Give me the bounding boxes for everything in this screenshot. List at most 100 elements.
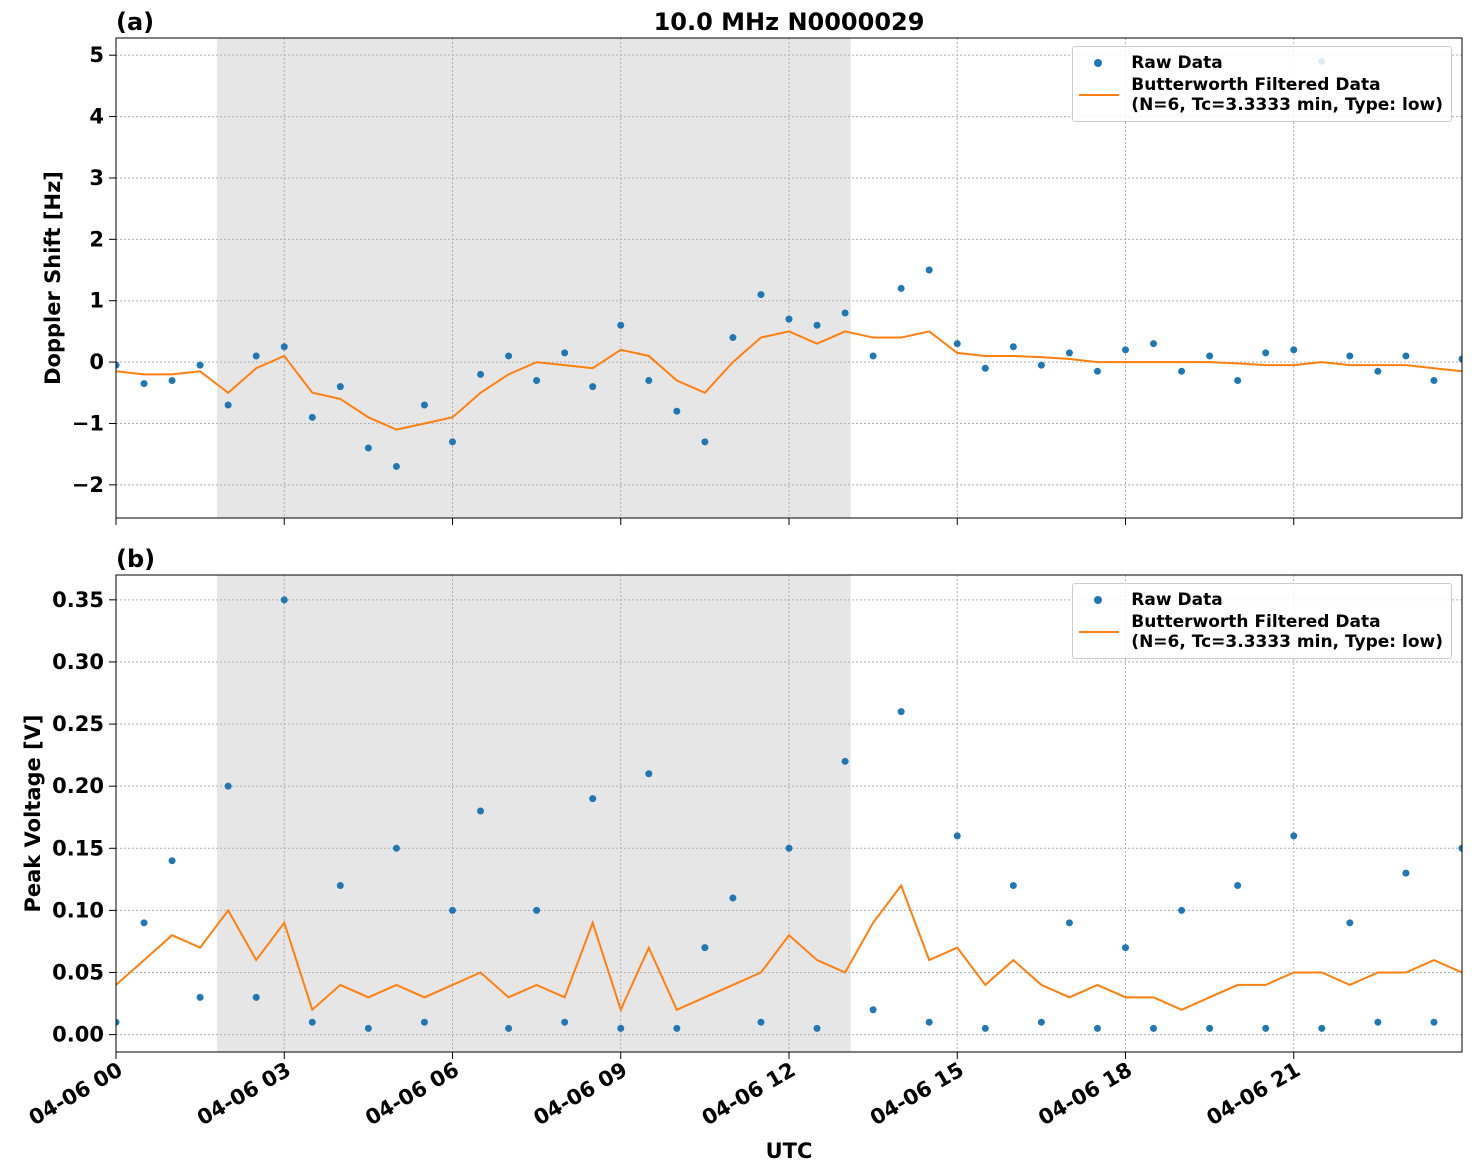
y-axis-label: Peak Voltage [V] (21, 714, 45, 912)
raw-point (841, 757, 849, 765)
x-tick-label: 04-06 06 (361, 1058, 463, 1131)
legend-label: Raw Data (1131, 53, 1223, 73)
raw-point (364, 444, 372, 452)
raw-point (1458, 844, 1462, 852)
panel-label: (a) (116, 8, 154, 36)
raw-point (1290, 346, 1298, 354)
raw-point (168, 857, 176, 865)
plot-frame (115, 37, 1463, 519)
legend-label: Butterworth Filtered Data (N=6, Tc=3.333… (1131, 75, 1443, 115)
plot-frame (115, 574, 1463, 1053)
raw-point (1430, 1018, 1438, 1026)
raw-point (1150, 1024, 1158, 1032)
raw-point (589, 383, 597, 391)
raw-point (1150, 340, 1158, 348)
x-tick-label: 04-06 21 (1202, 1058, 1304, 1131)
raw-point (1374, 1018, 1382, 1026)
legend-key (1079, 622, 1120, 642)
raw-point (336, 383, 344, 391)
y-tick-label: 3 (89, 166, 104, 190)
raw-point (1402, 352, 1410, 360)
x-axis-label: UTC (766, 1139, 813, 1163)
x-tick-label: 04-06 03 (193, 1058, 295, 1131)
legend-marker (1094, 59, 1103, 67)
y-tick-label: 0.10 (52, 898, 104, 922)
raw-point (1234, 377, 1242, 385)
y-tick-label: 4 (89, 105, 104, 129)
raw-point (364, 1024, 372, 1032)
raw-point (925, 1018, 933, 1026)
raw-point (1178, 906, 1186, 914)
legend-entry: Raw Data (1079, 590, 1443, 610)
raw-point (1037, 1018, 1045, 1026)
x-tick-label: 04-06 15 (866, 1058, 968, 1131)
raw-point (813, 321, 821, 329)
x-tick-label: 04-06 00 (25, 1058, 127, 1131)
raw-point (897, 708, 905, 716)
legend-marker (1094, 596, 1103, 604)
raw-point (1262, 1024, 1270, 1032)
raw-point (533, 906, 541, 914)
raw-point (981, 1024, 989, 1032)
legend-label: Raw Data (1131, 590, 1223, 610)
y-tick-label: 5 (89, 43, 104, 67)
legend-label: Butterworth Filtered Data (N=6, Tc=3.333… (1131, 612, 1443, 652)
raw-point (336, 882, 344, 890)
raw-point (477, 370, 485, 378)
legend-key (1079, 590, 1119, 610)
legend: Raw Data Butterworth Filtered Data (N=6, … (1072, 46, 1452, 122)
raw-point (645, 770, 653, 778)
legend: Raw Data Butterworth Filtered Data (N=6, … (1072, 583, 1452, 659)
y-tick-label: 0.05 (52, 961, 104, 985)
raw-point (1009, 882, 1017, 890)
raw-point (1262, 349, 1270, 357)
raw-point (1430, 377, 1438, 385)
raw-point (645, 377, 653, 385)
raw-point (1122, 346, 1129, 354)
raw-point (1065, 349, 1073, 357)
raw-point (477, 807, 485, 815)
raw-point (1178, 367, 1186, 375)
y-tick-label: 0.00 (52, 1023, 104, 1047)
raw-point (757, 291, 765, 299)
raw-point (505, 1024, 513, 1032)
raw-point (449, 438, 456, 446)
raw-point (1374, 367, 1382, 375)
y-tick-label: 0.15 (52, 836, 104, 860)
raw-point (280, 596, 288, 604)
raw-point (589, 795, 597, 803)
legend-entry: Raw Data (1079, 53, 1443, 73)
raw-point (785, 844, 793, 852)
x-tick-label: 04-06 09 (529, 1058, 631, 1131)
raw-point (252, 993, 260, 1001)
raw-point (252, 352, 260, 360)
raw-point (953, 340, 961, 348)
x-tick-label: 04-06 12 (698, 1058, 800, 1131)
raw-point (729, 894, 737, 902)
y-tick-label: 1 (89, 289, 104, 313)
raw-point (673, 407, 681, 415)
raw-point (224, 401, 232, 409)
legend-key (1079, 85, 1120, 105)
raw-point (673, 1024, 681, 1032)
raw-point (1318, 1024, 1326, 1032)
y-tick-label: 0.20 (52, 774, 104, 798)
raw-point (1458, 355, 1462, 363)
raw-point (196, 993, 204, 1001)
raw-point (617, 1024, 625, 1032)
raw-point (1122, 944, 1129, 952)
raw-point (420, 401, 428, 409)
panel-label: (b) (116, 545, 155, 573)
raw-point (1346, 352, 1354, 360)
raw-point (1206, 352, 1214, 360)
raw-point (280, 343, 288, 351)
raw-point (981, 364, 989, 372)
y-axis-label: Doppler Shift [Hz] (41, 171, 65, 385)
raw-point (1093, 367, 1101, 375)
raw-point (1290, 832, 1298, 840)
shaded-span (216, 38, 851, 518)
raw-point (420, 1018, 428, 1026)
legend-key (1079, 53, 1119, 73)
raw-point (308, 413, 316, 421)
